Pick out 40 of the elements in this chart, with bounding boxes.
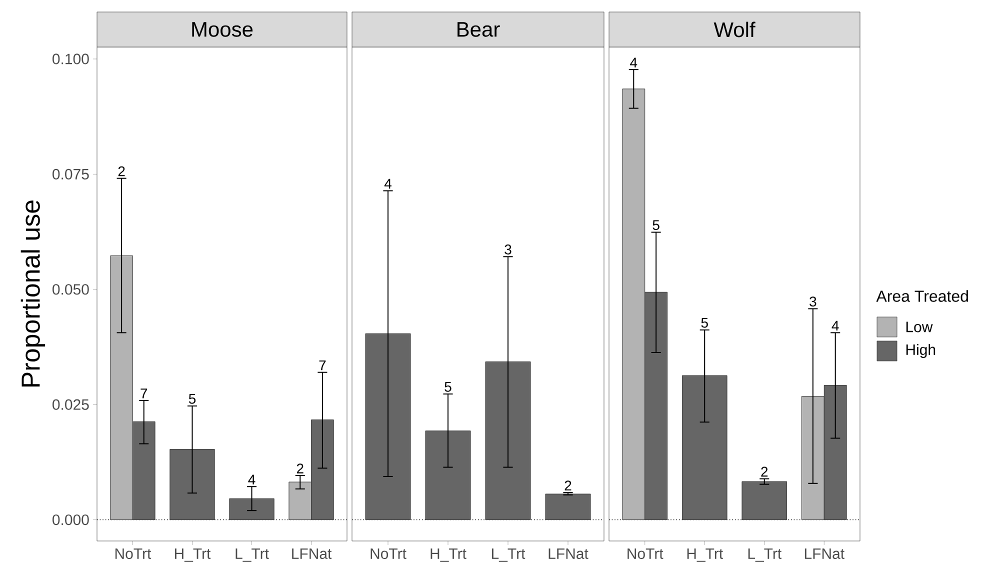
chart-title: Wolf [714, 22, 756, 38]
legend-label: Low [906, 322, 933, 332]
annotation: 5 [188, 394, 196, 404]
chart-title: Moose [192, 22, 253, 37]
chart-title: Bear [458, 22, 500, 37]
x-tick-label: LFNat [804, 548, 844, 559]
y-tick-label: 0.000 [52, 514, 89, 526]
annotation: 4 [248, 474, 256, 484]
annotation: 4 [630, 58, 638, 68]
x-tick-label: LFNat [548, 548, 588, 559]
x-tick-label: L_Trt [748, 548, 782, 562]
annotation: 2 [118, 166, 125, 176]
annotation: 5 [444, 382, 452, 392]
x-tick-label: NoTrt [370, 548, 406, 559]
x-tick-label: H_Trt [687, 548, 723, 562]
x-tick-label: H_Trt [430, 548, 466, 562]
y-tick-label: 0.075 [52, 168, 89, 180]
x-tick-label: H_Trt [174, 548, 211, 562]
y-axis-title: Proportional use [20, 200, 46, 387]
y-tick-label: 0.050 [52, 284, 89, 295]
x-tick-label: L_Trt [492, 548, 526, 562]
annotation: 2 [296, 464, 304, 474]
annotation: 4 [384, 178, 392, 189]
y-tick-label: 0.100 [52, 54, 89, 64]
annotation: 5 [701, 318, 708, 328]
x-tick-label: NoTrt [628, 548, 664, 559]
legend-label: High [906, 344, 936, 358]
x-tick-label: LFNat [292, 548, 332, 559]
x-tick-label: NoTrt [115, 548, 152, 559]
annotation: 5 [652, 220, 660, 230]
y-tick-label: 0.025 [52, 399, 89, 410]
legend-title: Area Treated [876, 290, 968, 302]
annotation: 3 [504, 244, 512, 254]
annotation: 4 [832, 320, 839, 330]
annotation: 3 [810, 296, 816, 307]
annotation: 2 [564, 480, 572, 490]
annotation: 7 [140, 388, 148, 398]
annotation: 7 [319, 360, 326, 370]
annotation: 2 [761, 466, 768, 477]
x-tick-label: L_Trt [236, 548, 269, 562]
